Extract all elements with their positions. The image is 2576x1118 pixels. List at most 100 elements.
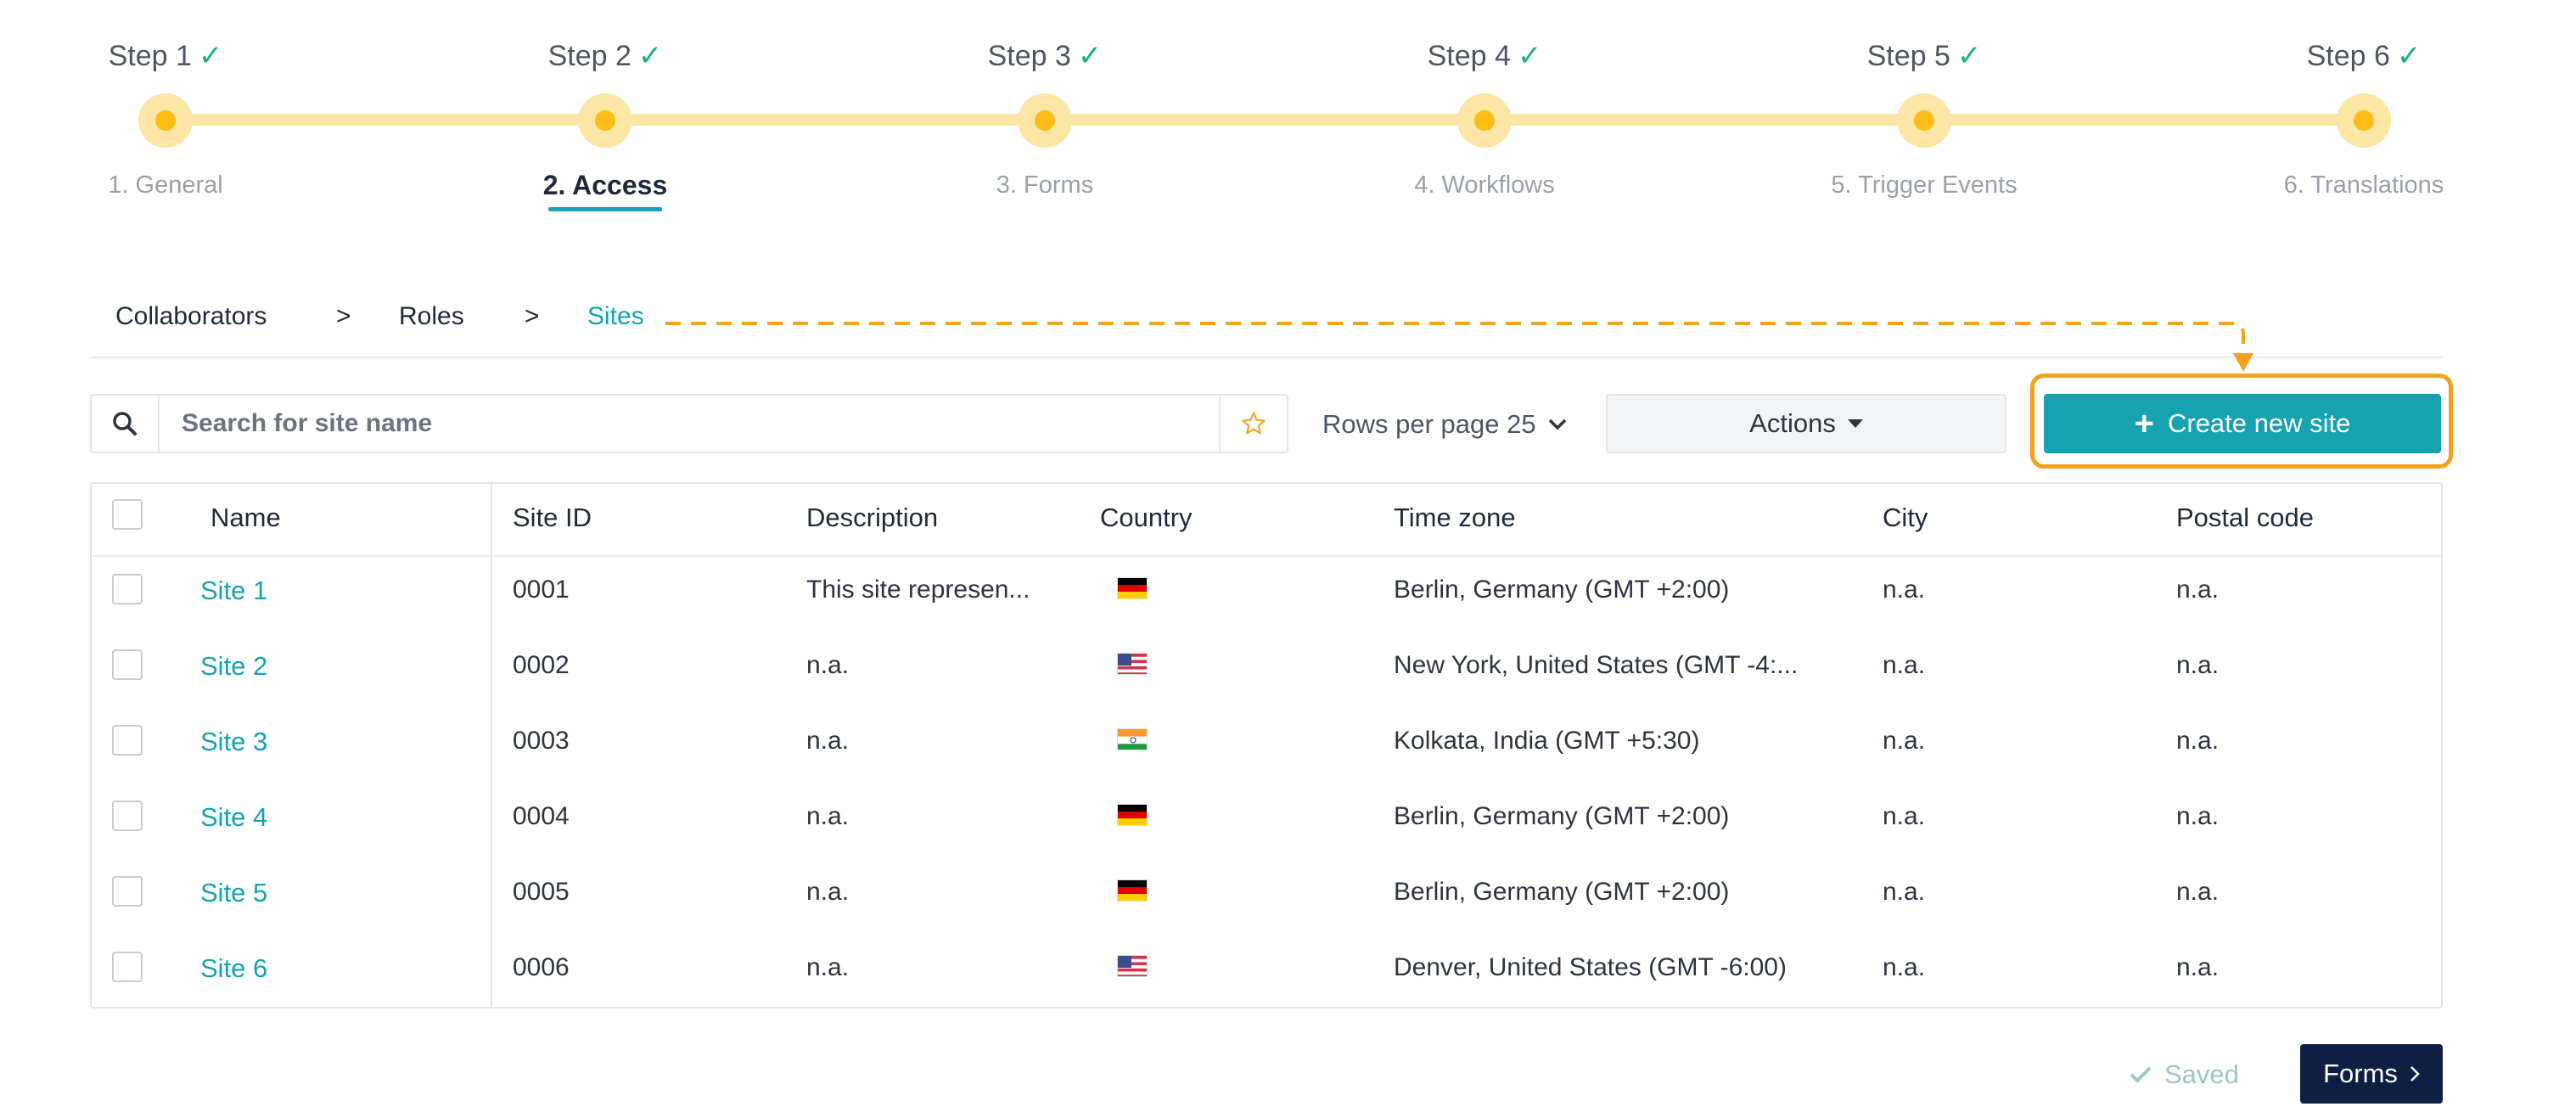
create-button-highlight [2030,374,2453,469]
table-row[interactable]: Site 2 0002 n.a. New York, United States… [92,632,2441,708]
table-row[interactable]: Site 5 0005 n.a. Berlin, Germany (GMT +2… [92,859,2441,935]
step-label: 4. Workflows [1414,171,1555,199]
site-name-link[interactable]: Site 4 [200,802,268,832]
site-id: 0001 [513,576,570,604]
site-id: 0003 [513,727,570,755]
site-postal-code: n.a. [2176,727,2220,755]
site-city: n.a. [1883,651,1926,679]
header-description[interactable]: Description [806,503,939,532]
actions-button[interactable]: Actions [1606,394,2006,453]
row-checkbox[interactable] [112,574,143,604]
table-row[interactable]: Site 3 0003 n.a. Kolkata, India (GMT +5:… [92,708,2441,784]
table-row[interactable]: Site 1 0001 This site represen... Berlin… [92,557,2441,632]
header-site-id[interactable]: Site ID [513,503,592,532]
site-description: n.a. [806,953,850,981]
step-label: 1. General [108,171,223,199]
step-dot [138,93,193,148]
header-postal-code[interactable]: Postal code [2176,503,2314,532]
step-1[interactable]: Step 1 ✓ 1. General [38,0,293,221]
stepper: Step 1 ✓ 1. General Step 2 ✓ 2. Access Ste… [0,0,2576,221]
check-icon: ✓ [2396,40,2422,72]
chevron-right-icon [2410,1066,2420,1081]
plus-icon: + [2134,405,2154,442]
site-name-link[interactable]: Site 3 [200,727,268,756]
germany-flag-icon [1117,577,1148,599]
site-name-link[interactable]: Site 1 [200,576,268,605]
create-new-site-button[interactable]: + Create new site [2044,394,2441,453]
select-all-checkbox[interactable] [112,499,143,530]
site-name-link[interactable]: Site 6 [200,953,268,983]
step-title: Step 6 [2306,40,2390,72]
step-label: 6. Translations [2283,171,2444,199]
step-3[interactable]: Step 3 ✓ 3. Forms [918,0,1172,221]
table-row[interactable]: Site 4 0004 n.a. Berlin, Germany (GMT +2… [92,784,2441,859]
step-2[interactable]: Step 2 ✓ 2. Access [478,0,732,221]
header-country[interactable]: Country [1100,503,1193,532]
step-dot [1457,93,1512,148]
breadcrumb-separator: > [525,302,540,330]
step-title: Step 1 [108,40,192,72]
check-icon [2130,1066,2152,1083]
site-description: n.a. [806,727,850,755]
row-checkbox[interactable] [112,801,143,831]
create-label: Create new site [2167,408,2351,438]
table-header: Name Site ID Description Country Time zo… [92,484,2441,557]
site-description: n.a. [806,651,850,679]
row-checkbox[interactable] [112,725,143,756]
germany-flag-icon [1117,804,1148,826]
step-dot [2337,93,2391,148]
step-label: 2. Access [542,170,668,200]
check-icon: ✓ [198,40,223,72]
step-dot [1018,93,1072,148]
site-postal-code: n.a. [2176,878,2220,906]
step-dot [578,93,632,148]
chevron-down-icon [1548,419,1566,430]
search-input[interactable] [182,404,1285,443]
site-description: n.a. [806,802,850,830]
header-name[interactable]: Name [210,503,281,532]
site-id: 0004 [513,802,570,830]
header-city[interactable]: City [1883,503,1928,532]
star-icon[interactable] [1219,396,1287,452]
step-label: 5. Trigger Events [1831,171,2018,199]
caret-down-icon [1847,419,1863,428]
search-icon[interactable] [92,396,160,452]
actions-label: Actions [1749,408,1836,438]
header-time-zone[interactable]: Time zone [1394,503,1516,532]
search-box [90,394,1288,453]
step-dot [1897,93,1951,148]
check-icon: ✓ [1077,40,1103,72]
row-checkbox[interactable] [112,649,143,680]
breadcrumb-collaborators[interactable]: Collaborators [115,302,267,330]
forms-label: Forms [2323,1059,2398,1088]
check-icon: ✓ [1517,40,1542,72]
usa-flag-icon [1117,955,1148,977]
breadcrumb-sites[interactable]: Sites [587,302,644,330]
site-city: n.a. [1883,802,1926,830]
step-title: Step 4 [1427,40,1511,72]
site-name-link[interactable]: Site 5 [200,878,268,907]
rows-per-page-select[interactable]: Rows per page 25 [1322,406,1567,443]
site-description: This site represen... [806,576,1030,604]
site-name-link[interactable]: Site 2 [200,651,268,681]
breadcrumb-roles[interactable]: Roles [399,302,464,330]
column-divider [491,484,492,1007]
step-4[interactable]: Step 4 ✓ 4. Workflows [1357,0,1612,221]
step-5[interactable]: Step 5 ✓ 5. Trigger Events [1797,0,2051,221]
row-checkbox[interactable] [112,876,143,907]
table-row[interactable]: Site 6 0006 n.a. Denver, United States (… [92,935,2441,1010]
step-title: Step 5 [1866,40,1950,72]
breadcrumb-divider [90,357,2443,358]
step-6[interactable]: Step 6 ✓ 6. Translations [2236,0,2491,221]
site-timezone: Berlin, Germany (GMT +2:00) [1394,802,1730,830]
saved-label: Saved [2164,1059,2239,1089]
site-timezone: Berlin, Germany (GMT +2:00) [1394,576,1730,604]
rows-per-page-label: Rows per page 25 [1322,409,1536,439]
site-id: 0002 [513,651,570,679]
forms-next-button[interactable]: Forms [2300,1044,2443,1104]
sites-table: Name Site ID Description Country Time zo… [90,482,2443,1008]
site-id: 0005 [513,878,570,906]
site-timezone: New York, United States (GMT -4:... [1394,651,1799,679]
row-checkbox[interactable] [112,952,143,982]
site-timezone: Berlin, Germany (GMT +2:00) [1394,878,1730,906]
